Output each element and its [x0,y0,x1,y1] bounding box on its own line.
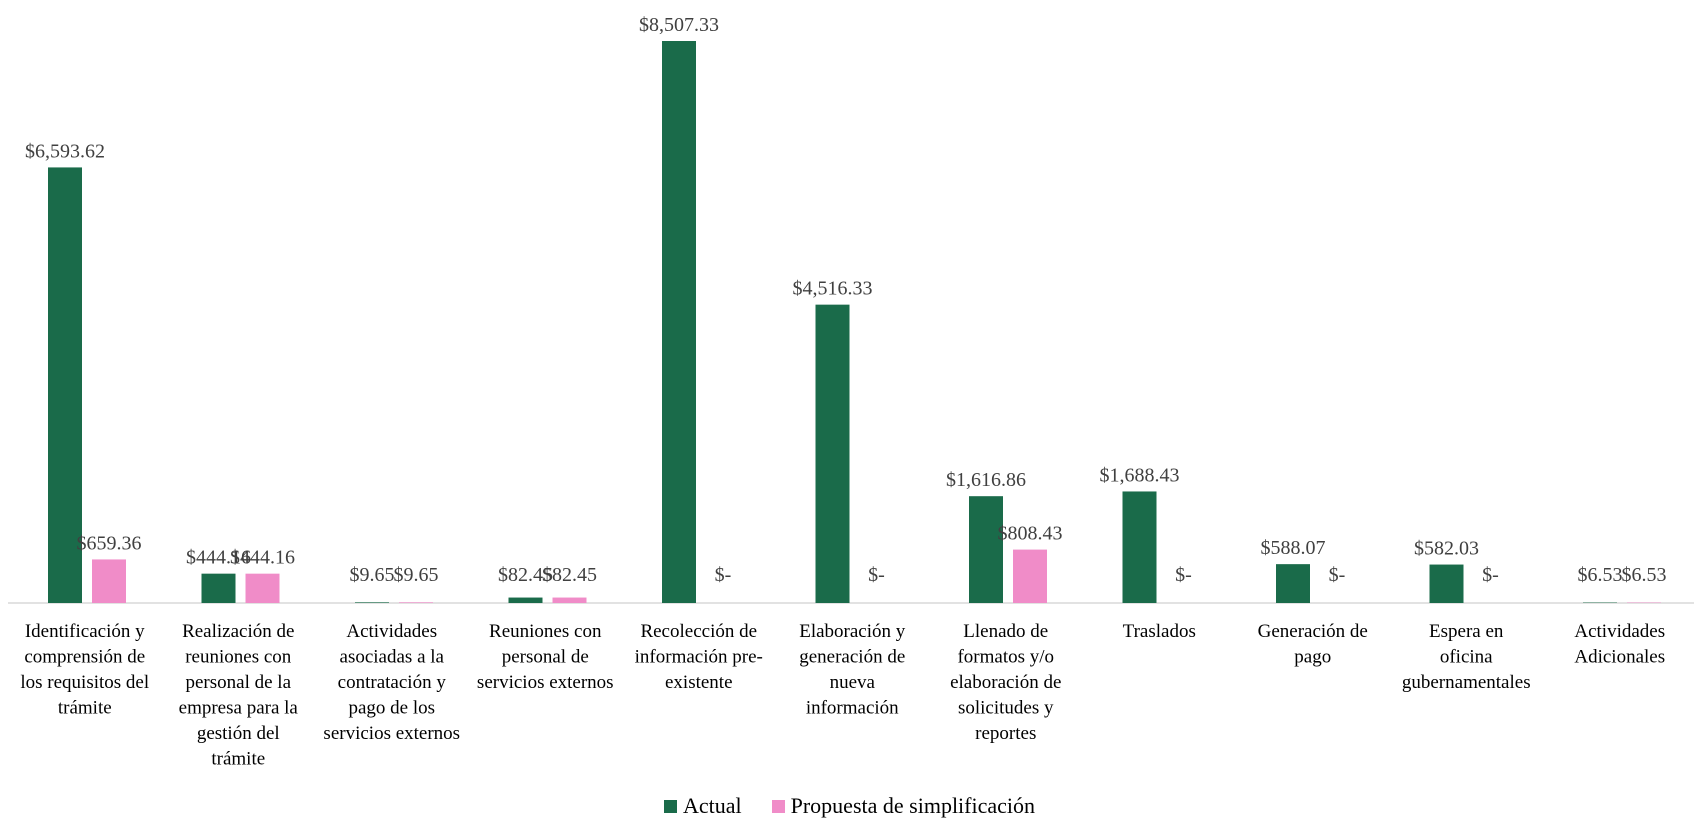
category-label-0: Identificación y comprensión de los requis… [20,621,149,719]
bar-propuesta-2[interactable] [399,602,433,603]
value-labels-group: $6,593.62 $659.36 $444.16$444.16 $9.65 $9.65… [25,14,1667,586]
data-label-propuesta-3: $82.45 [542,564,597,586]
bar-actual-0[interactable] [48,167,82,603]
data-label-actual-4: $8,507.33 [639,14,719,36]
data-label-actual-7: $1,688.43 [1100,464,1180,486]
category-label-6: Llenado de formatos y/o elaboración de soli… [950,621,1061,744]
data-label-propuesta-7: $- [1175,564,1192,586]
legend-swatch-propuesta [771,799,785,813]
bar-actual-3[interactable] [508,597,543,603]
legend-item-actual[interactable]: Actual [663,793,742,819]
bar-actual-6[interactable] [969,496,1003,603]
data-label-actual-2: $9.65 [350,564,395,586]
data-label-propuesta-10: $6.53 [1622,564,1667,586]
bar-actual-4[interactable] [662,41,696,603]
data-label-actual-0: $6,593.62 [25,140,105,162]
bar-propuesta-3[interactable] [552,597,587,603]
bar-actual-7[interactable] [1122,491,1157,603]
legend-item-propuesta[interactable]: Propuesta de simplificación [771,793,1036,819]
category-label-8: Generación de pago [1258,621,1368,668]
data-label-propuesta-0: $659.36 [77,532,142,554]
bar-propuesta-1[interactable] [245,573,280,603]
category-labels-group: Identificación y comprensión de los requis… [20,621,1665,770]
bar-actual-2[interactable] [355,602,389,603]
legend-label-propuesta: Propuesta de simplificación [790,793,1036,818]
legend: Actual Propuesta de simplificación [0,791,1699,821]
bar-chart: $6,593.62 $659.36 $444.16$444.16 $9.65 $9.65… [8,14,1694,770]
data-label-actual-5: $4,516.33 [793,278,873,300]
data-label-propuesta-6: $808.43 [998,523,1063,545]
data-label-actual-8: $588.07 [1261,537,1326,559]
bar-actual-9[interactable] [1429,564,1464,603]
category-label-9: Espera en oficina gubernamentales [1402,621,1531,693]
bar-propuesta-0[interactable] [92,559,126,603]
data-label-actual-6: $1,616.86 [946,469,1026,491]
data-label-actual-1: $444.16 [186,547,251,569]
data-label-actual-3: $82.45 [498,564,553,586]
bar-actual-8[interactable] [1276,564,1310,603]
data-label-actual-9: $582.03 [1414,538,1479,560]
data-label-propuesta-9: $- [1482,564,1499,586]
bars-group [48,41,1661,603]
legend-swatch-actual [663,799,677,813]
category-label-4: Recolección de información pre-existente [635,621,763,693]
category-label-7: Traslados [1123,621,1196,642]
data-label-propuesta-5: $- [868,564,885,586]
category-label-10: Actividades Adicionales [1574,621,1665,668]
bar-actual-5[interactable] [815,304,850,603]
data-label-propuesta-1: $444.16 [230,547,295,569]
data-label-propuesta-8: $- [1329,564,1346,586]
data-label-propuesta-2: $9.65 [394,564,439,586]
category-label-5: Elaboración y generación de nueva informaci… [799,621,906,719]
legend-label-actual: Actual [682,793,742,818]
bar-actual-1[interactable] [201,573,236,603]
data-label-actual-10: $6.53 [1578,564,1623,586]
category-label-1: Realización de reuniones con personal de l… [179,621,299,770]
data-label-propuesta-4: $- [715,564,732,586]
category-label-3: Reuniones con personal de servicios extern… [477,621,614,693]
bar-propuesta-6[interactable] [1013,549,1047,603]
